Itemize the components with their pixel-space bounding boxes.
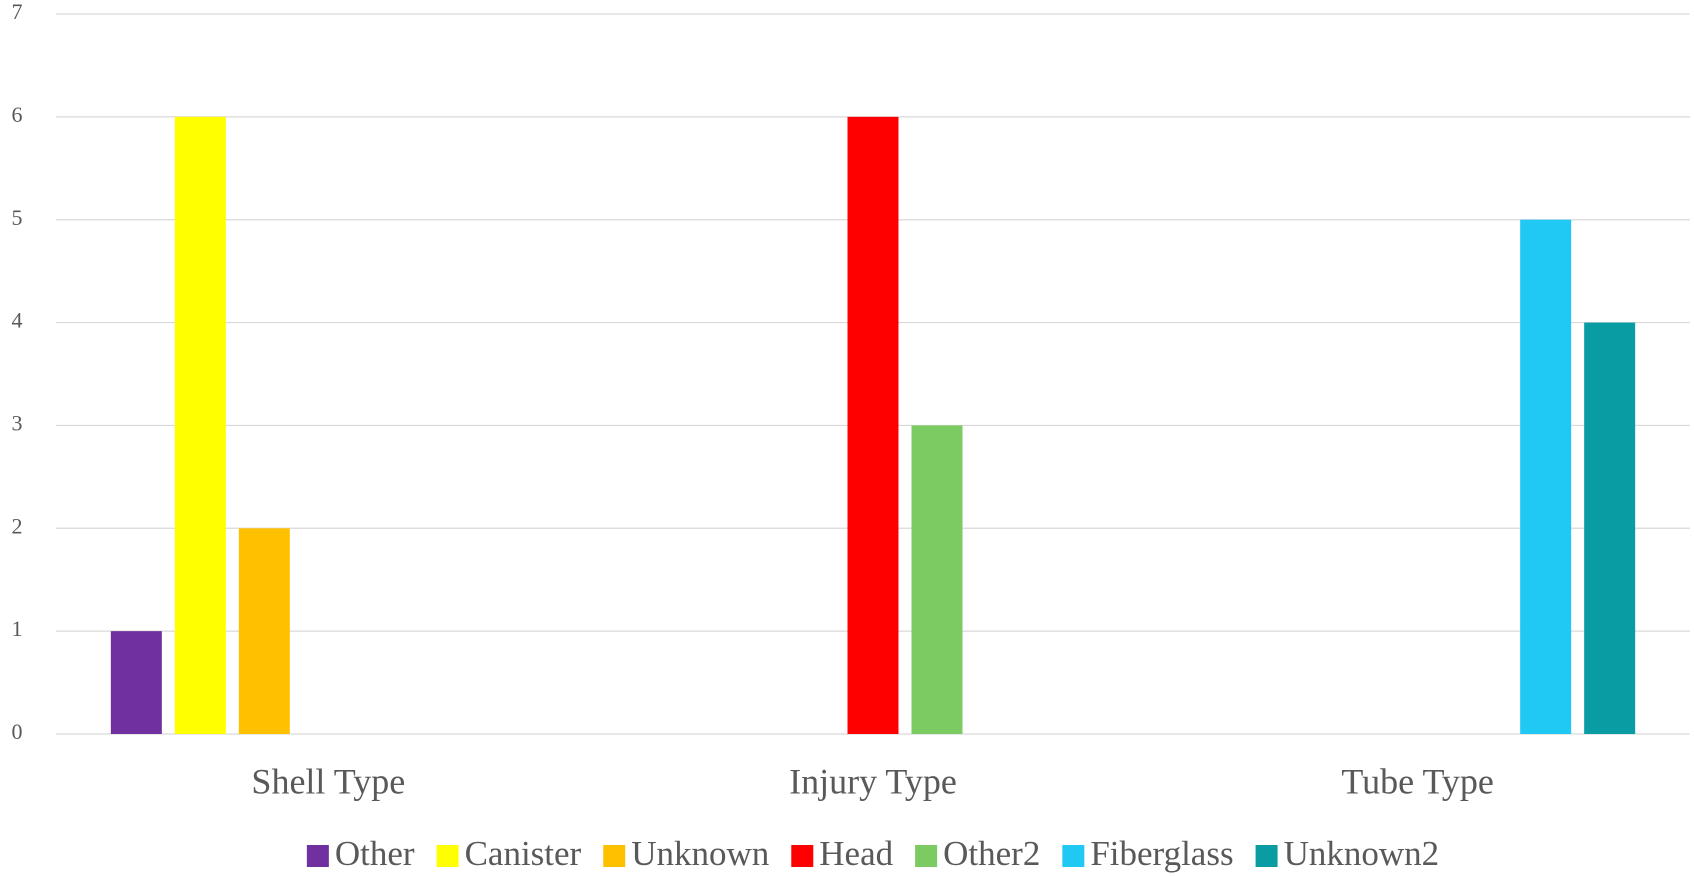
legend-label: Unknown2 xyxy=(1284,834,1440,873)
legend-label: Head xyxy=(819,834,893,873)
legend-swatch xyxy=(603,845,626,867)
y-tick-label: 5 xyxy=(12,205,23,230)
y-tick-label: 2 xyxy=(12,513,23,538)
y-tick-label: 3 xyxy=(12,410,23,435)
x-tick-label: Injury Type xyxy=(789,761,957,801)
legend-swatch xyxy=(436,845,459,867)
bar xyxy=(911,425,963,734)
y-tick-label: 4 xyxy=(12,308,23,333)
x-tick-label: Tube Type xyxy=(1341,761,1494,801)
legend-label: Canister xyxy=(465,834,582,873)
legend-swatch xyxy=(1255,845,1278,867)
legend-swatch xyxy=(791,845,814,867)
legend-label: Other2 xyxy=(943,834,1040,873)
legend-swatch xyxy=(1062,845,1085,867)
bar xyxy=(847,116,899,735)
legend-label: Fiberglass xyxy=(1090,834,1233,873)
legend-label: Unknown xyxy=(631,834,769,873)
bar xyxy=(238,528,290,734)
y-tick-label: 7 xyxy=(12,0,23,24)
bar xyxy=(1520,219,1572,734)
x-tick-label: Shell Type xyxy=(251,761,405,801)
bar xyxy=(110,631,162,734)
legend-swatch xyxy=(915,845,938,867)
y-tick-label: 1 xyxy=(12,616,23,641)
y-tick-label: 6 xyxy=(12,102,23,127)
y-tick-label: 0 xyxy=(12,719,23,744)
bar xyxy=(174,116,226,735)
legend-label: Other xyxy=(335,834,415,873)
legend-swatch xyxy=(306,845,329,867)
bar xyxy=(1584,322,1636,734)
